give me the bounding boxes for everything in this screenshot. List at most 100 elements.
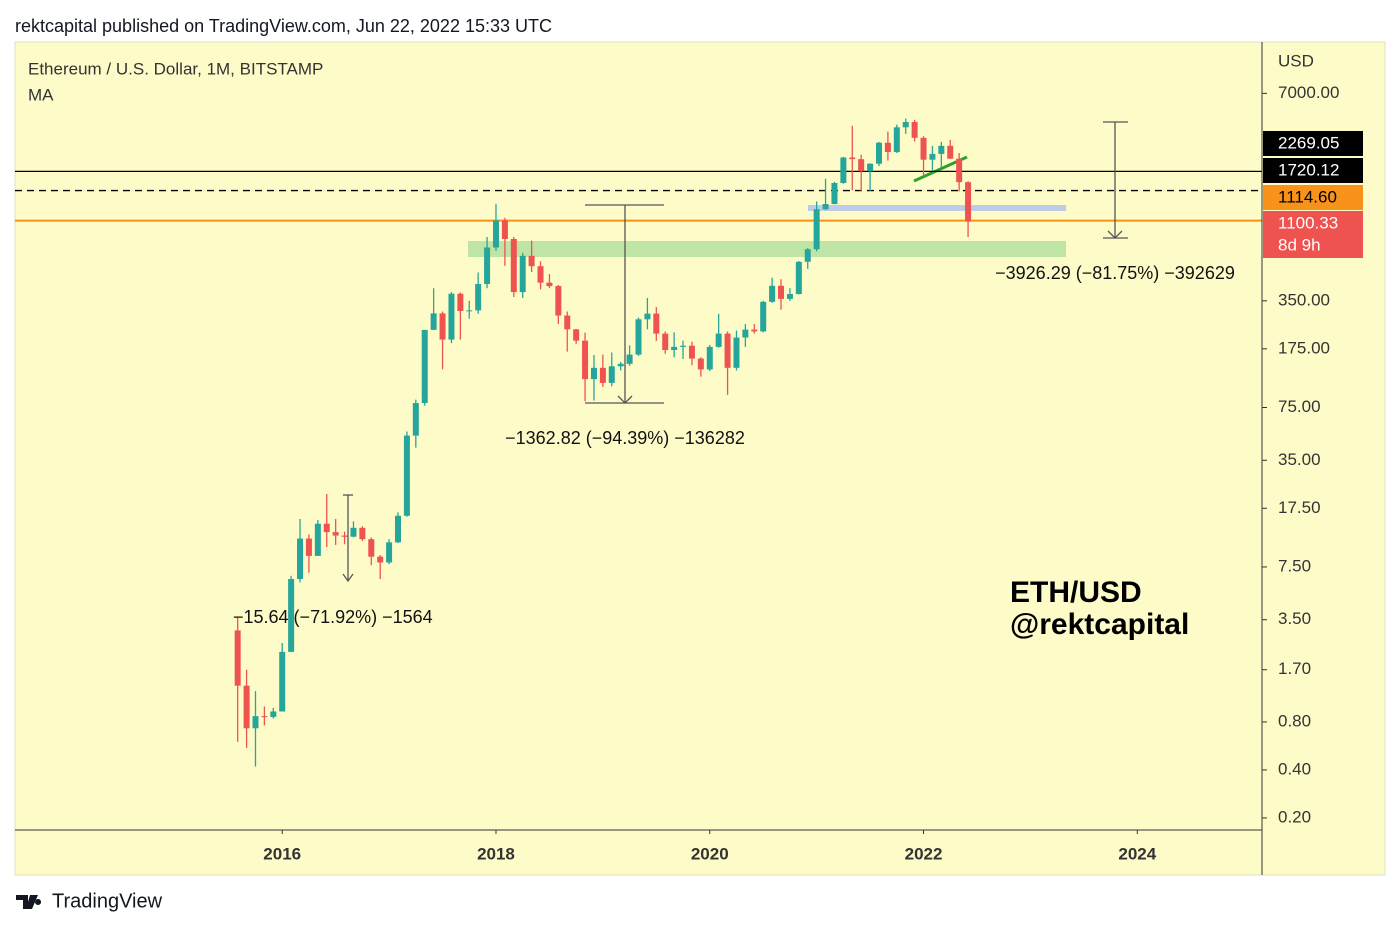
candle-body bbox=[920, 137, 927, 160]
candle-body bbox=[582, 340, 589, 380]
watermark: @rektcapital bbox=[1010, 608, 1189, 641]
candle-body bbox=[804, 249, 811, 262]
candle-body bbox=[412, 403, 419, 436]
candle-body bbox=[786, 294, 793, 299]
indicator-legend: MA bbox=[28, 85, 54, 104]
candle-body bbox=[778, 285, 785, 299]
candle-body bbox=[733, 337, 740, 368]
publish-header: rektcapital published on TradingView.com… bbox=[15, 16, 552, 36]
candle-body bbox=[314, 523, 321, 556]
candle-body bbox=[377, 556, 384, 563]
candle-body bbox=[769, 285, 776, 302]
candle-body bbox=[430, 313, 437, 330]
candle-body bbox=[350, 527, 357, 537]
candle-body bbox=[403, 435, 410, 516]
price-label-box bbox=[1263, 158, 1363, 183]
candle-body bbox=[831, 182, 838, 204]
candle-body bbox=[528, 255, 535, 267]
support-zone bbox=[468, 241, 1066, 257]
candle-body bbox=[466, 310, 473, 312]
candle-body bbox=[555, 286, 562, 316]
candle-body bbox=[501, 220, 508, 239]
candle-body bbox=[564, 315, 571, 330]
candle-body bbox=[724, 333, 731, 368]
candle-body bbox=[288, 579, 295, 652]
candle-body bbox=[849, 157, 856, 160]
candle-body bbox=[279, 651, 286, 712]
price-label-box bbox=[1263, 131, 1363, 156]
candle-body bbox=[537, 266, 544, 283]
candle-body bbox=[599, 367, 606, 383]
candle-body bbox=[929, 153, 936, 160]
candle-body bbox=[386, 542, 393, 563]
candle-body bbox=[323, 523, 330, 533]
measure-label: −1362.82 (−94.39%) −136282 bbox=[505, 428, 745, 448]
y-tick-label: 0.80 bbox=[1278, 711, 1311, 730]
candle-body bbox=[760, 301, 767, 332]
candle-body bbox=[270, 711, 277, 717]
measure-arrow bbox=[1107, 230, 1123, 239]
candle-body bbox=[947, 145, 954, 159]
candle-body bbox=[252, 716, 259, 729]
candle-body bbox=[590, 367, 597, 380]
price-label: 1100.33 bbox=[1278, 213, 1338, 232]
measure-arrow bbox=[617, 395, 633, 404]
price-label-box bbox=[1263, 185, 1363, 210]
candle-body bbox=[662, 333, 669, 351]
candle-body bbox=[867, 163, 874, 172]
y-tick-label: 1.70 bbox=[1278, 659, 1311, 678]
candle-body bbox=[448, 293, 455, 340]
x-tick-label: 2024 bbox=[1118, 844, 1156, 863]
candle-body bbox=[243, 685, 250, 729]
candle-body bbox=[911, 121, 918, 138]
candle-body bbox=[813, 209, 820, 250]
y-tick-label: 7000.00 bbox=[1278, 83, 1339, 102]
candle-body bbox=[893, 127, 900, 153]
candle-body bbox=[956, 158, 963, 183]
candle-body bbox=[653, 313, 660, 334]
candle-body bbox=[439, 313, 446, 340]
candle-body bbox=[751, 329, 758, 332]
candle-body bbox=[421, 329, 428, 404]
chart-background bbox=[14, 41, 1386, 876]
measure-tools bbox=[342, 121, 1128, 583]
y-tick-label: 3.50 bbox=[1278, 609, 1311, 628]
y-tick-label: 0.40 bbox=[1278, 759, 1311, 778]
candle-body bbox=[795, 261, 802, 295]
candle-body bbox=[297, 538, 304, 580]
candle-body bbox=[475, 284, 482, 311]
resistance-zone bbox=[808, 205, 1066, 211]
currency-label: USD bbox=[1278, 51, 1314, 70]
candle-body bbox=[965, 182, 972, 222]
candle-body bbox=[688, 345, 695, 359]
measure-label: −15.64 (−71.92%) −1564 bbox=[233, 607, 433, 627]
candle-body bbox=[510, 238, 517, 293]
candle-body bbox=[341, 535, 348, 537]
y-tick-label: 17.50 bbox=[1278, 498, 1321, 517]
candle-body bbox=[484, 247, 491, 285]
candle-body bbox=[519, 255, 526, 293]
candle-body bbox=[706, 346, 713, 370]
candle-body bbox=[938, 145, 945, 154]
candle-body bbox=[742, 329, 749, 338]
candle-body bbox=[840, 157, 847, 183]
x-tick-label: 2018 bbox=[477, 844, 515, 863]
candle-body bbox=[261, 716, 268, 718]
candle-body bbox=[875, 142, 882, 164]
candle-body bbox=[644, 313, 651, 320]
candle-body bbox=[884, 142, 891, 153]
candle-body bbox=[546, 282, 553, 287]
price-label: 2269.05 bbox=[1278, 133, 1339, 152]
candle-body bbox=[457, 293, 464, 312]
candle-body bbox=[626, 354, 633, 364]
candle-body bbox=[608, 366, 615, 383]
y-tick-label: 0.20 bbox=[1278, 807, 1311, 826]
x-tick-label: 2022 bbox=[905, 844, 943, 863]
price-label: 1114.60 bbox=[1278, 187, 1337, 206]
candle-body bbox=[858, 159, 865, 172]
candle-body bbox=[359, 527, 366, 540]
measure-arrow bbox=[342, 573, 354, 583]
candle-body bbox=[305, 538, 312, 556]
